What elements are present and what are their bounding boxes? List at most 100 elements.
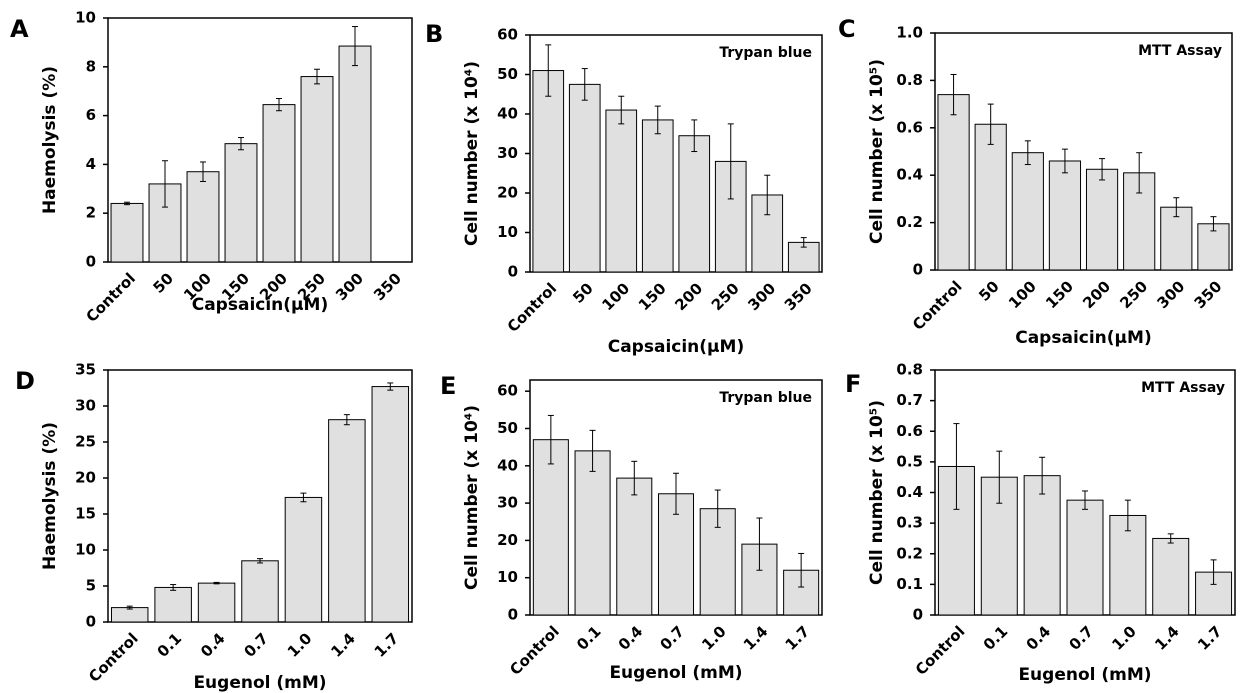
- y-tick-label: 10: [75, 541, 96, 559]
- y-tick-label: 0.2: [896, 213, 923, 231]
- x-tick-label: 1.7: [1194, 622, 1226, 654]
- y-tick-label: 50: [497, 65, 518, 83]
- error-bar: [343, 414, 350, 426]
- x-tick-label: 300: [332, 269, 367, 304]
- x-tick-label: Control: [85, 629, 142, 686]
- y-tick-label: 8: [86, 57, 96, 75]
- y-tick-label: 0.3: [896, 514, 923, 532]
- y-tick-label: 30: [75, 397, 96, 415]
- error-bar: [589, 429, 596, 472]
- x-tick-label: 50: [150, 269, 177, 296]
- error-bar: [300, 492, 307, 503]
- panel-letter: A: [10, 15, 29, 43]
- error-bar: [200, 161, 206, 182]
- annotation: MTT Assay: [1138, 43, 1222, 59]
- error-bar: [547, 414, 554, 465]
- x-tick-label: 0.4: [615, 622, 647, 654]
- panel-letter: F: [845, 370, 861, 398]
- y-axis-label: Cell number (x 10⁵): [867, 400, 887, 585]
- y-tick-label: 40: [497, 456, 518, 474]
- error-bar: [1210, 216, 1217, 232]
- x-tick-label: 250: [708, 279, 743, 314]
- bar: [1011, 152, 1044, 271]
- bar: [937, 465, 975, 616]
- bar: [338, 45, 372, 263]
- error-bar: [691, 119, 698, 153]
- y-tick-label: 0.6: [896, 118, 923, 136]
- x-tick-label: 0.7: [1065, 622, 1097, 654]
- error-bar: [213, 581, 220, 585]
- error-bar: [238, 137, 244, 151]
- plot-frame: [934, 32, 1233, 271]
- y-tick-label: 50: [497, 419, 518, 437]
- y-tick-label: 0.2: [896, 544, 923, 562]
- x-tick-label: 150: [1042, 277, 1077, 312]
- x-tick-label: 300: [1153, 277, 1188, 312]
- x-tick-label: 0.4: [1023, 622, 1055, 654]
- y-tick-label: 0: [86, 253, 96, 271]
- error-bar: [1167, 533, 1174, 544]
- error-bar: [654, 105, 661, 135]
- error-bar: [953, 423, 960, 510]
- x-tick-label: 100: [598, 279, 633, 314]
- x-tick-label: Control: [506, 622, 563, 679]
- y-tick-label: 30: [497, 494, 518, 512]
- error-bar: [387, 382, 394, 391]
- y-tick-label: 4: [86, 155, 96, 173]
- bar: [1197, 223, 1230, 271]
- error-bar: [798, 552, 805, 588]
- error-bar: [545, 44, 552, 97]
- bar: [1085, 168, 1119, 271]
- bar: [1109, 514, 1147, 616]
- bar: [224, 143, 258, 263]
- y-tick-label: 35: [75, 361, 96, 379]
- x-tick-label: 0.4: [197, 629, 229, 661]
- x-tick-label: 1.0: [1108, 622, 1140, 654]
- y-tick-label: 20: [75, 469, 96, 487]
- y-tick-label: 6: [86, 106, 96, 124]
- panel: 0 0.2 0.4 0.6 0.8 1.0 Control 50 100 150 200 250 300…: [838, 15, 1233, 348]
- error-bar: [756, 517, 763, 571]
- y-tick-label: 40: [497, 105, 518, 123]
- error-bar: [170, 584, 177, 591]
- bar: [1023, 475, 1061, 616]
- x-axis-label: Capsaicin(μM): [192, 295, 329, 315]
- y-tick-label: 2: [86, 204, 96, 222]
- y-axis-label: Cell number (x 10⁵): [867, 59, 887, 244]
- x-tick-label: 50: [975, 277, 1002, 304]
- error-bar: [276, 98, 282, 112]
- x-tick-label: 1.4: [327, 629, 359, 661]
- y-tick-label: 0: [508, 263, 518, 281]
- panel-letter: E: [440, 372, 456, 400]
- x-tick-label: Control: [912, 622, 969, 679]
- panel-letter: D: [15, 367, 35, 395]
- x-tick-label: 1.4: [1151, 622, 1183, 654]
- error-bar: [987, 103, 994, 145]
- error-bar: [618, 95, 625, 125]
- bar: [974, 123, 1007, 271]
- x-tick-label: 150: [635, 279, 670, 314]
- y-tick-label: 5: [86, 577, 96, 595]
- error-bar: [1124, 499, 1131, 532]
- y-tick-label: 0.5: [896, 452, 923, 470]
- bar: [197, 582, 236, 623]
- bar: [154, 586, 192, 623]
- x-axis-label: Capsaicin(μM): [608, 337, 745, 357]
- error-bar: [314, 68, 320, 85]
- bar: [241, 560, 279, 623]
- y-tick-label: 10: [497, 568, 518, 586]
- bar: [574, 450, 611, 616]
- y-tick-label: 0: [508, 606, 518, 624]
- x-tick-label: Control: [909, 277, 966, 334]
- x-tick-label: 350: [1191, 277, 1226, 312]
- y-tick-label: 0.8: [896, 71, 923, 89]
- x-tick-label: Control: [82, 269, 139, 326]
- x-tick-label: 0.1: [573, 622, 605, 654]
- bar: [186, 171, 220, 263]
- x-tick-label: 0.1: [980, 622, 1012, 654]
- x-axis-label: Eugenol (mM): [1018, 665, 1151, 685]
- error-bar: [1099, 158, 1106, 181]
